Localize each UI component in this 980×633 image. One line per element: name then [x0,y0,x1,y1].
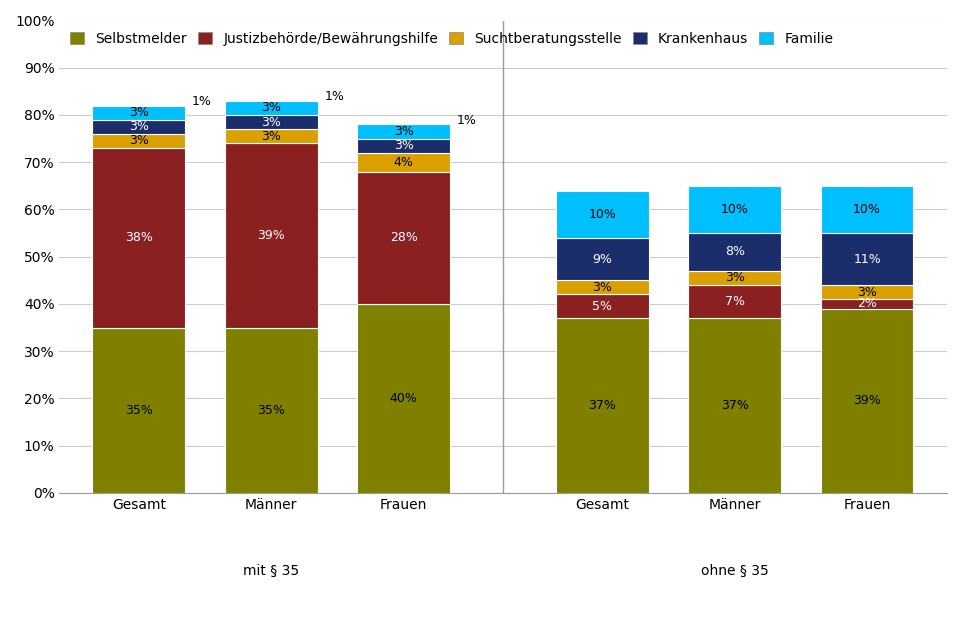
Text: 3%: 3% [592,281,612,294]
Text: ohne § 35: ohne § 35 [701,564,768,578]
Bar [92,120,185,134]
Text: 9%: 9% [592,253,612,266]
Bar [358,125,450,139]
Bar [92,106,185,120]
Legend: Selbstmelder, Justizbehörde/Bewährungshilfe, Suchtberatungsstelle, Krankenhaus, : Selbstmelder, Justizbehörde/Bewährungshi… [67,27,837,50]
Text: mit § 35: mit § 35 [243,564,299,578]
Bar [358,172,450,304]
Text: 35%: 35% [124,404,153,417]
Bar [556,280,649,294]
Text: 3%: 3% [262,130,281,142]
Text: 3%: 3% [858,285,877,299]
Bar [820,186,913,233]
Text: 3%: 3% [725,272,745,284]
Text: 39%: 39% [258,229,285,242]
Text: 10%: 10% [854,203,881,216]
Text: 37%: 37% [720,399,749,412]
Text: 39%: 39% [854,394,881,407]
Text: 3%: 3% [262,116,281,128]
Bar [688,271,781,285]
Text: 5%: 5% [592,300,612,313]
Text: 4%: 4% [394,156,414,169]
Text: 3%: 3% [129,120,149,134]
Bar [224,115,318,129]
Text: 37%: 37% [588,399,616,412]
Text: 1%: 1% [192,95,212,108]
Text: 3%: 3% [394,139,414,152]
Bar [92,327,185,493]
Bar [358,153,450,172]
Bar [92,148,185,327]
Text: 7%: 7% [724,295,745,308]
Bar [358,139,450,153]
Text: 8%: 8% [724,246,745,258]
Text: 1%: 1% [457,114,476,127]
Text: 35%: 35% [258,404,285,417]
Bar [556,294,649,318]
Bar [820,233,913,285]
Bar [820,285,913,299]
Text: 28%: 28% [390,231,417,244]
Bar [688,318,781,493]
Text: 2%: 2% [858,298,877,310]
Text: 3%: 3% [394,125,414,138]
Bar [92,134,185,148]
Bar [820,299,913,309]
Bar [556,318,649,493]
Text: 38%: 38% [124,231,153,244]
Bar [688,233,781,271]
Bar [556,191,649,238]
Text: 11%: 11% [854,253,881,266]
Text: 3%: 3% [262,101,281,115]
Text: 10%: 10% [720,203,749,216]
Bar [688,285,781,318]
Bar [224,143,318,327]
Text: 40%: 40% [390,392,417,405]
Text: 1%: 1% [324,90,344,103]
Text: 10%: 10% [588,208,616,221]
Bar [358,304,450,493]
Bar [224,101,318,115]
Text: 3%: 3% [129,134,149,147]
Bar [224,129,318,143]
Bar [820,309,913,493]
Bar [224,327,318,493]
Bar [688,186,781,233]
Bar [556,238,649,280]
Text: 3%: 3% [129,106,149,119]
